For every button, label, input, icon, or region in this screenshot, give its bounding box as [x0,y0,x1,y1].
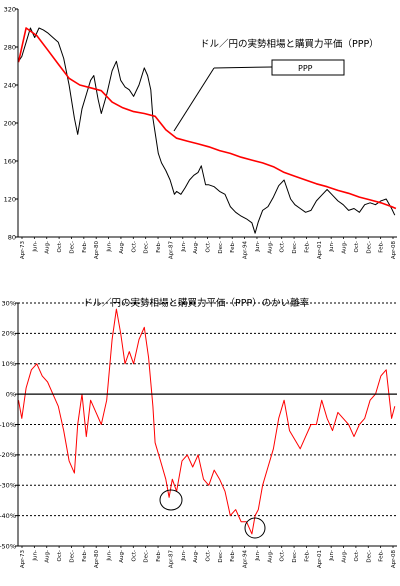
c2-y-tick-label: -10% [0,421,16,429]
c1-x-tick-label: Dec- [292,241,298,254]
c2-y-tick-label: -50% [0,542,16,550]
c1-y-tick-label: 160 [4,157,16,165]
c2-x-tick-label: Dec- [218,550,224,563]
c1-x-tick-label: Aug- [267,241,273,254]
c1-x-tick-label: Jun- [181,241,187,253]
c2-series-0-line [18,308,396,535]
c1-x-tick-label: Oct- [206,241,212,253]
c1-x-tick-label: Oct- [57,241,63,253]
c1-x-tick-label: Aug- [119,241,125,254]
c1-x-tick-label: Apr-01 [317,241,323,259]
chart-2-title: ドル／円の実勢相場と購買力平価（PPP）のかい離率 [83,297,310,309]
c1-series-0-line [18,27,396,234]
c2-y-tick-label: -40% [0,512,16,520]
c2-x-tick-label: Oct- [280,550,286,562]
c2-x-tick-label: Oct- [206,550,212,562]
c1-y-tick-label: 320 [4,5,16,13]
chart-1-legend-leader [213,66,273,69]
c2-y-tick-label: 30% [2,299,16,307]
c2-x-tick-label: Jun- [181,550,187,562]
c2-x-tick-label: Apr-01 [317,550,323,568]
c2-x-tick-label: Apr-94 [243,550,249,569]
c2-x-tick-label: Jun- [107,550,113,562]
c1-x-tick-label: Jun- [107,241,113,253]
c2-x-tick-label: Feb- [379,550,385,562]
c2-x-tick-label: Aug- [119,550,125,563]
c1-x-tick-label: Apr-94 [243,241,249,260]
c1-y-tick-label: 80 [8,233,16,241]
c2-y-tick-label: 10% [2,360,16,368]
c1-x-tick-label: Oct- [354,241,360,253]
c1-x-tick-label: Feb- [304,241,310,253]
c2-x-tick-label: Jun- [255,550,261,562]
c2-x-tick-label: Apr-73 [20,550,26,569]
c1-x-tick-label: Apr-87 [168,241,174,260]
c1-x-tick-label: Feb- [156,241,162,253]
c1-y-tick-label: 200 [4,119,16,127]
c2-y-tick-label: -30% [0,482,16,490]
c2-x-tick-label: Feb- [230,550,236,562]
chart-1-title: ドル／円の実勢相場と購買力平価（PPP） [200,38,379,50]
c2-x-tick-label: Oct- [57,550,63,562]
c1-x-tick-label: Apr-80 [94,241,100,260]
chart-1-legend-label-ppp: PPP [298,64,313,73]
c1-y-tick-label: 280 [4,43,16,51]
chart-2: ドル／円の実勢相場と購買力平価（PPP）のかい離率 30% 20% 10% 0% -10… [0,297,397,568]
chart-2-annotation-circle-1995 [244,517,266,539]
c2-x-tick-label: Dec- [144,550,150,563]
c1-x-tick-label: Dec- [69,241,75,254]
c1-x-tick-label: Apr-08 [391,241,397,260]
c2-x-tick-label: Apr-80 [94,550,100,569]
c1-x-tick-label: Aug- [193,241,199,254]
c2-x-tick-label: Oct- [131,550,137,562]
c1-x-tick-label: Aug- [45,241,51,254]
chart-2-annotation-circle-1987 [159,489,183,511]
c1-x-tick-label: Oct- [280,241,286,253]
c2-x-tick-label: Dec- [69,550,75,563]
c1-y-tick-label: 240 [4,81,16,89]
c2-y-tick-label: 0% [6,390,16,398]
c1-x-tick-label: Jun- [32,241,38,253]
c1-x-tick-label: Jun- [255,241,261,253]
c1-x-tick-label: Dec- [144,241,150,254]
c2-y-tick-label: -20% [0,451,16,459]
c1-x-tick-label: Oct- [131,241,137,253]
chart-2-x-axis: Apr-73 Jun- Aug- Oct- Dec- Feb- Apr-80 Jun- Aug-… [20,546,397,568]
c1-x-tick-label: Dec- [218,241,224,254]
chart-1-x-axis: Apr-73 Jun- Aug- Oct- Dec- Feb- Apr-80 Jun- Aug-… [20,237,397,259]
chart-2-y-axis: 30% 20% 10% 0% -10% -20% -30% -40% -50% [0,299,18,550]
chart-1-y-axis: 80 120 160 200 240 280 320 [4,5,18,241]
c1-x-tick-label: Apr-73 [20,241,26,260]
c1-x-tick-label: Aug- [342,241,348,254]
c2-x-tick-label: Aug- [45,550,51,563]
chart-1-legend-leader-down [173,67,215,132]
c2-x-tick-label: Aug- [267,550,273,563]
chart-2-gridlines [18,302,397,547]
c2-x-tick-label: Jun- [329,550,335,562]
c2-x-tick-label: Feb- [304,550,310,562]
c1-x-tick-label: Dec- [366,241,372,254]
c2-x-tick-label: Jun- [32,550,38,562]
c2-x-tick-label: Apr-87 [168,550,174,569]
chart-1-series [17,27,397,234]
c2-x-tick-label: Aug- [342,550,348,563]
chart-1: ドル／円の実勢相場と購買力平価（PPP） 80 120 160 200 240 280 32… [4,5,397,259]
c1-x-tick-label: Jun- [329,241,335,253]
c2-x-tick-label: Aug- [193,550,199,563]
c2-x-tick-label: Feb- [156,550,162,562]
chart-2-series [18,308,396,535]
c2-x-tick-label: Dec- [366,550,372,563]
c1-x-tick-label: Feb- [82,241,88,253]
c2-x-tick-label: Apr-08 [391,550,397,569]
c1-series-ppp-line [17,27,397,210]
c1-x-tick-label: Feb- [379,241,385,253]
c2-x-tick-label: Feb- [82,550,88,562]
c2-x-tick-label: Oct- [354,550,360,562]
c1-x-tick-label: Feb- [230,241,236,253]
c2-y-tick-label: 20% [2,330,16,338]
c1-y-tick-label: 120 [4,195,16,203]
c2-x-tick-label: Dec- [292,550,298,563]
